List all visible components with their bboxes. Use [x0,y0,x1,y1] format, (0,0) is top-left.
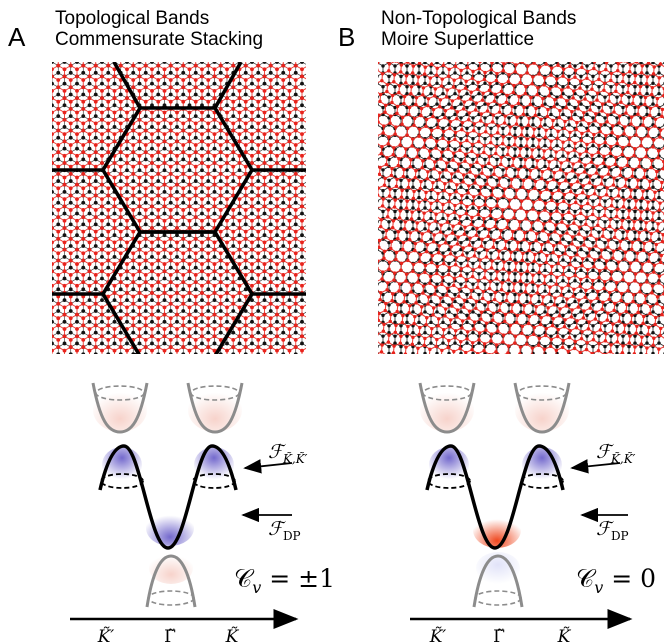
panel-a-axis-tick-kprime: K̃′ [97,627,115,644]
panel-b-axis-tick-kprime: K̃′ [429,627,447,644]
panel-a-flux-k-label: ℱK̃,K̃′ [268,441,308,466]
panel-a-upper-band-right [186,382,244,434]
band-diagrams: ℱK̃,K̃′ ℱDP 𝒞v = ±1 K̃′ Γ̃ K̃ ℱK̃,K̃′ ℱD… [70,382,656,644]
panel-b-letter: B [338,22,356,52]
panel-b-title-line1: Non-Topological Bands [381,8,577,29]
panel-a-flux-dp-label: ℱDP [268,518,301,543]
panel-a-flux-k-arrow [243,459,293,474]
panel-a-lower-band [145,552,197,608]
supercell-hexagon-grid [52,62,306,354]
panel-a-middle-band [98,444,238,550]
panel-b-title-line2: Moire Superlattice [381,29,535,50]
panel-b-chern-number: 𝒞v = 0 [576,564,656,597]
panel-b-band-diagram [410,382,633,629]
panel-a-letter: A [8,22,26,52]
panel-a-band-diagram [70,382,299,629]
panel-a-chern-number: 𝒞v = ±1 [234,564,335,597]
panel-b-lower-band [472,552,524,608]
moire-lattice-image [378,62,664,354]
panel-b-middle-band [425,444,565,550]
panel-b-flux-k-label: ℱK̃,K̃′ [596,441,636,466]
panel-a-upper-band-left [91,382,149,434]
panel-b-flux-dp-label: ℱDP [596,518,629,543]
panel-a-title: Topological Bands Commensurate Stacking [55,8,263,50]
panel-b-upper-band-left [418,382,476,434]
panel-b-title: Non-Topological Bands Moire Superlattice [381,8,576,50]
panel-b-axis-tick-gamma: Γ̃ [493,627,505,644]
panel-b-axis-tick-k: K̃ [557,627,572,644]
panel-a-axis-tick-k: K̃ [225,627,240,644]
panel-b-flux-k-arrow [570,459,621,474]
panel-a-title-line2: Commensurate Stacking [55,29,264,50]
commensurate-lattice-image [52,62,306,354]
panel-a-axis-tick-gamma: Γ̃ [164,627,176,644]
panel-b-upper-band-right [513,382,571,434]
panel-a-title-line1: Topological Bands [55,8,210,29]
